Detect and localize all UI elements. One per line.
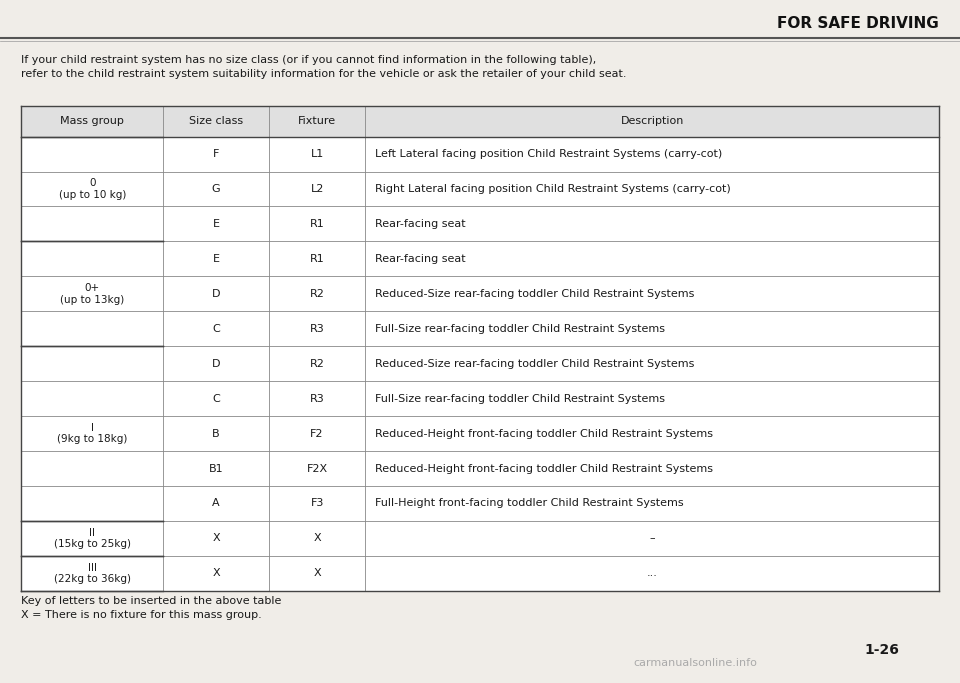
Text: II
(15kg to 25kg): II (15kg to 25kg) — [54, 527, 131, 549]
Text: Full-Size rear-facing toddler Child Restraint Systems: Full-Size rear-facing toddler Child Rest… — [374, 324, 665, 334]
Text: A: A — [212, 499, 220, 508]
Text: 1-26: 1-26 — [864, 643, 899, 657]
Text: Reduced-Size rear-facing toddler Child Restraint Systems: Reduced-Size rear-facing toddler Child R… — [374, 359, 694, 369]
Text: R1: R1 — [310, 219, 324, 229]
Text: Right Lateral facing position Child Restraint Systems (carry-cot): Right Lateral facing position Child Rest… — [374, 184, 731, 194]
Text: F2: F2 — [310, 428, 324, 438]
Text: Key of letters to be inserted in the above table
X = There is no fixture for thi: Key of letters to be inserted in the abo… — [21, 596, 281, 620]
Text: 0+
(up to 13kg): 0+ (up to 13kg) — [60, 283, 125, 305]
Text: Description: Description — [620, 116, 684, 126]
Text: Reduced-Height front-facing toddler Child Restraint Systems: Reduced-Height front-facing toddler Chil… — [374, 464, 713, 473]
Bar — [21, 106, 939, 591]
Text: R2: R2 — [310, 289, 324, 299]
Text: R3: R3 — [310, 324, 324, 334]
Text: L1: L1 — [310, 149, 324, 159]
Text: Full-Size rear-facing toddler Child Restraint Systems: Full-Size rear-facing toddler Child Rest… — [374, 393, 665, 404]
Text: Rear-facing seat: Rear-facing seat — [374, 219, 466, 229]
Text: B1: B1 — [209, 464, 224, 473]
Text: F: F — [213, 149, 219, 159]
Text: F3: F3 — [310, 499, 324, 508]
Text: G: G — [212, 184, 221, 194]
Text: X: X — [313, 568, 321, 579]
Text: D: D — [212, 289, 221, 299]
Text: R3: R3 — [310, 393, 324, 404]
Text: ...: ... — [647, 568, 658, 579]
Text: Mass group: Mass group — [60, 116, 124, 126]
Bar — [21, 106, 939, 137]
Text: Size class: Size class — [189, 116, 243, 126]
Text: X: X — [212, 568, 220, 579]
Text: Full-Height front-facing toddler Child Restraint Systems: Full-Height front-facing toddler Child R… — [374, 499, 684, 508]
Text: B: B — [212, 428, 220, 438]
Text: X: X — [212, 533, 220, 544]
Text: R1: R1 — [310, 254, 324, 264]
Text: Left Lateral facing position Child Restraint Systems (carry-cot): Left Lateral facing position Child Restr… — [374, 149, 722, 159]
Text: –: – — [649, 533, 655, 544]
Text: III
(22kg to 36kg): III (22kg to 36kg) — [54, 563, 131, 584]
Text: Reduced-Size rear-facing toddler Child Restraint Systems: Reduced-Size rear-facing toddler Child R… — [374, 289, 694, 299]
Text: I
(9kg to 18kg): I (9kg to 18kg) — [57, 423, 128, 445]
Text: If your child restraint system has no size class (or if you cannot find informat: If your child restraint system has no si… — [21, 55, 627, 79]
Text: 0
(up to 10 kg): 0 (up to 10 kg) — [59, 178, 126, 200]
Text: Rear-facing seat: Rear-facing seat — [374, 254, 466, 264]
Text: D: D — [212, 359, 221, 369]
Text: C: C — [212, 324, 220, 334]
Text: Reduced-Height front-facing toddler Child Restraint Systems: Reduced-Height front-facing toddler Chil… — [374, 428, 713, 438]
Text: carmanualsonline.info: carmanualsonline.info — [634, 658, 757, 668]
Text: FOR SAFE DRIVING: FOR SAFE DRIVING — [778, 16, 939, 31]
Text: R2: R2 — [310, 359, 324, 369]
Text: C: C — [212, 393, 220, 404]
Text: X: X — [313, 533, 321, 544]
Text: E: E — [213, 254, 220, 264]
Text: Fixture: Fixture — [298, 116, 336, 126]
Text: E: E — [213, 219, 220, 229]
Text: L2: L2 — [310, 184, 324, 194]
Text: F2X: F2X — [306, 464, 327, 473]
